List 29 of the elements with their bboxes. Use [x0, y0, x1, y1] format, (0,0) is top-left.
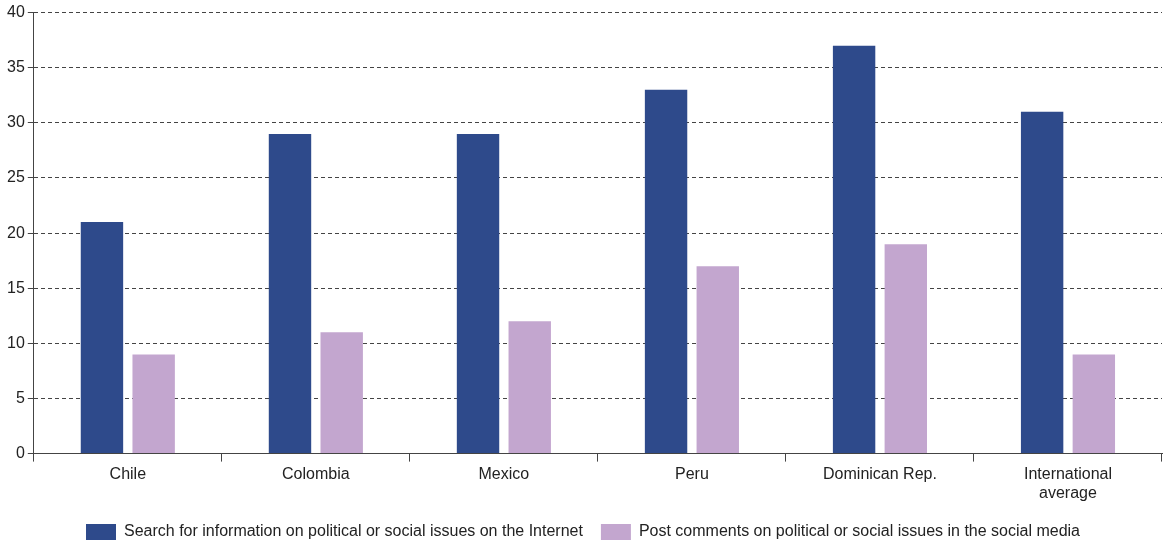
- legend-label: Post comments on political or social issues in the social media: [638, 522, 1081, 540]
- bar: [456, 133, 500, 454]
- x-tick-label: Dominican Rep.: [823, 464, 937, 482]
- y-tick-label: 25: [7, 168, 25, 186]
- y-tick-label: 10: [7, 333, 25, 351]
- y-tick-label: 40: [7, 3, 25, 21]
- y-tick-label: 15: [7, 278, 25, 296]
- y-tick-label: 20: [7, 223, 25, 241]
- x-tick-label: International average: [1023, 464, 1113, 501]
- y-tick-label: 0: [15, 444, 25, 462]
- y-tick-label: 35: [7, 58, 25, 76]
- bar: [132, 354, 175, 454]
- x-tick-label: Peru: [675, 464, 709, 482]
- bar: [508, 321, 551, 454]
- bar: [832, 45, 876, 454]
- bar: [320, 332, 363, 454]
- y-tick-label: 5: [15, 388, 25, 406]
- x-tick-label: Colombia: [282, 464, 350, 482]
- y-tick-label: 30: [7, 113, 25, 131]
- bar: [268, 133, 312, 454]
- bar: [884, 244, 928, 454]
- bar: [1020, 111, 1064, 454]
- legend-label: Search for information on political or social issues on the Internet: [124, 522, 584, 540]
- x-tick-label: Mexico: [478, 464, 530, 482]
- bar: [1072, 354, 1116, 454]
- bar: [80, 222, 124, 454]
- bar: [696, 266, 739, 454]
- x-tick-label: Chile: [109, 464, 147, 482]
- bar: [644, 89, 688, 454]
